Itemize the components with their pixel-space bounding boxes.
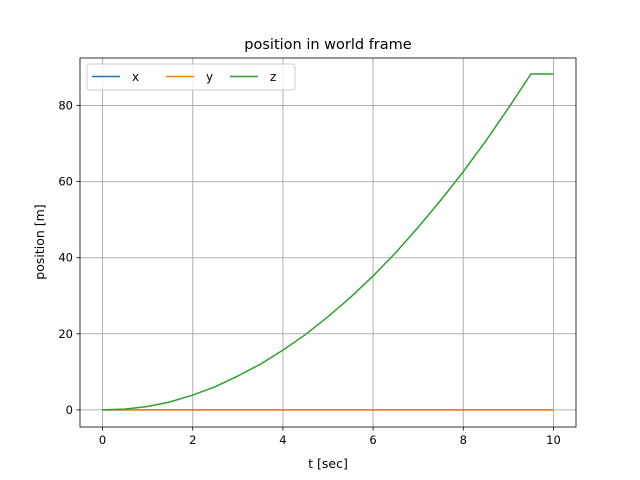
x-tick-label: 10 — [546, 433, 561, 447]
y-tick-label: 40 — [58, 251, 73, 265]
x-tick-label: 8 — [460, 433, 467, 447]
series-layer — [102, 73, 554, 411]
legend: x y z — [86, 63, 296, 91]
y-tick-label: 0 — [66, 403, 73, 417]
x-tick-label: 2 — [189, 433, 196, 447]
y-tick-label: 20 — [58, 327, 73, 341]
y-tick-label: 80 — [58, 99, 73, 113]
chart-title: position in world frame — [244, 37, 411, 53]
x-tick-label: 0 — [99, 433, 106, 447]
x-tick-label: 4 — [279, 433, 286, 447]
y-axis-label: position [m] — [32, 204, 47, 279]
legend-label-y: y — [206, 70, 213, 84]
y-ticks: 0 20 40 60 80 — [58, 99, 80, 417]
legend-label-x: x — [132, 70, 139, 84]
legend-label-z: z — [270, 70, 276, 84]
plot-frame — [79, 57, 577, 428]
x-tick-label: 6 — [369, 433, 376, 447]
x-ticks: 0 2 4 6 8 10 — [99, 427, 561, 447]
x-axis-label: t [sec] — [308, 456, 348, 471]
y-tick-label: 60 — [58, 175, 73, 189]
grid — [80, 58, 576, 427]
series-line-z — [102, 73, 554, 411]
